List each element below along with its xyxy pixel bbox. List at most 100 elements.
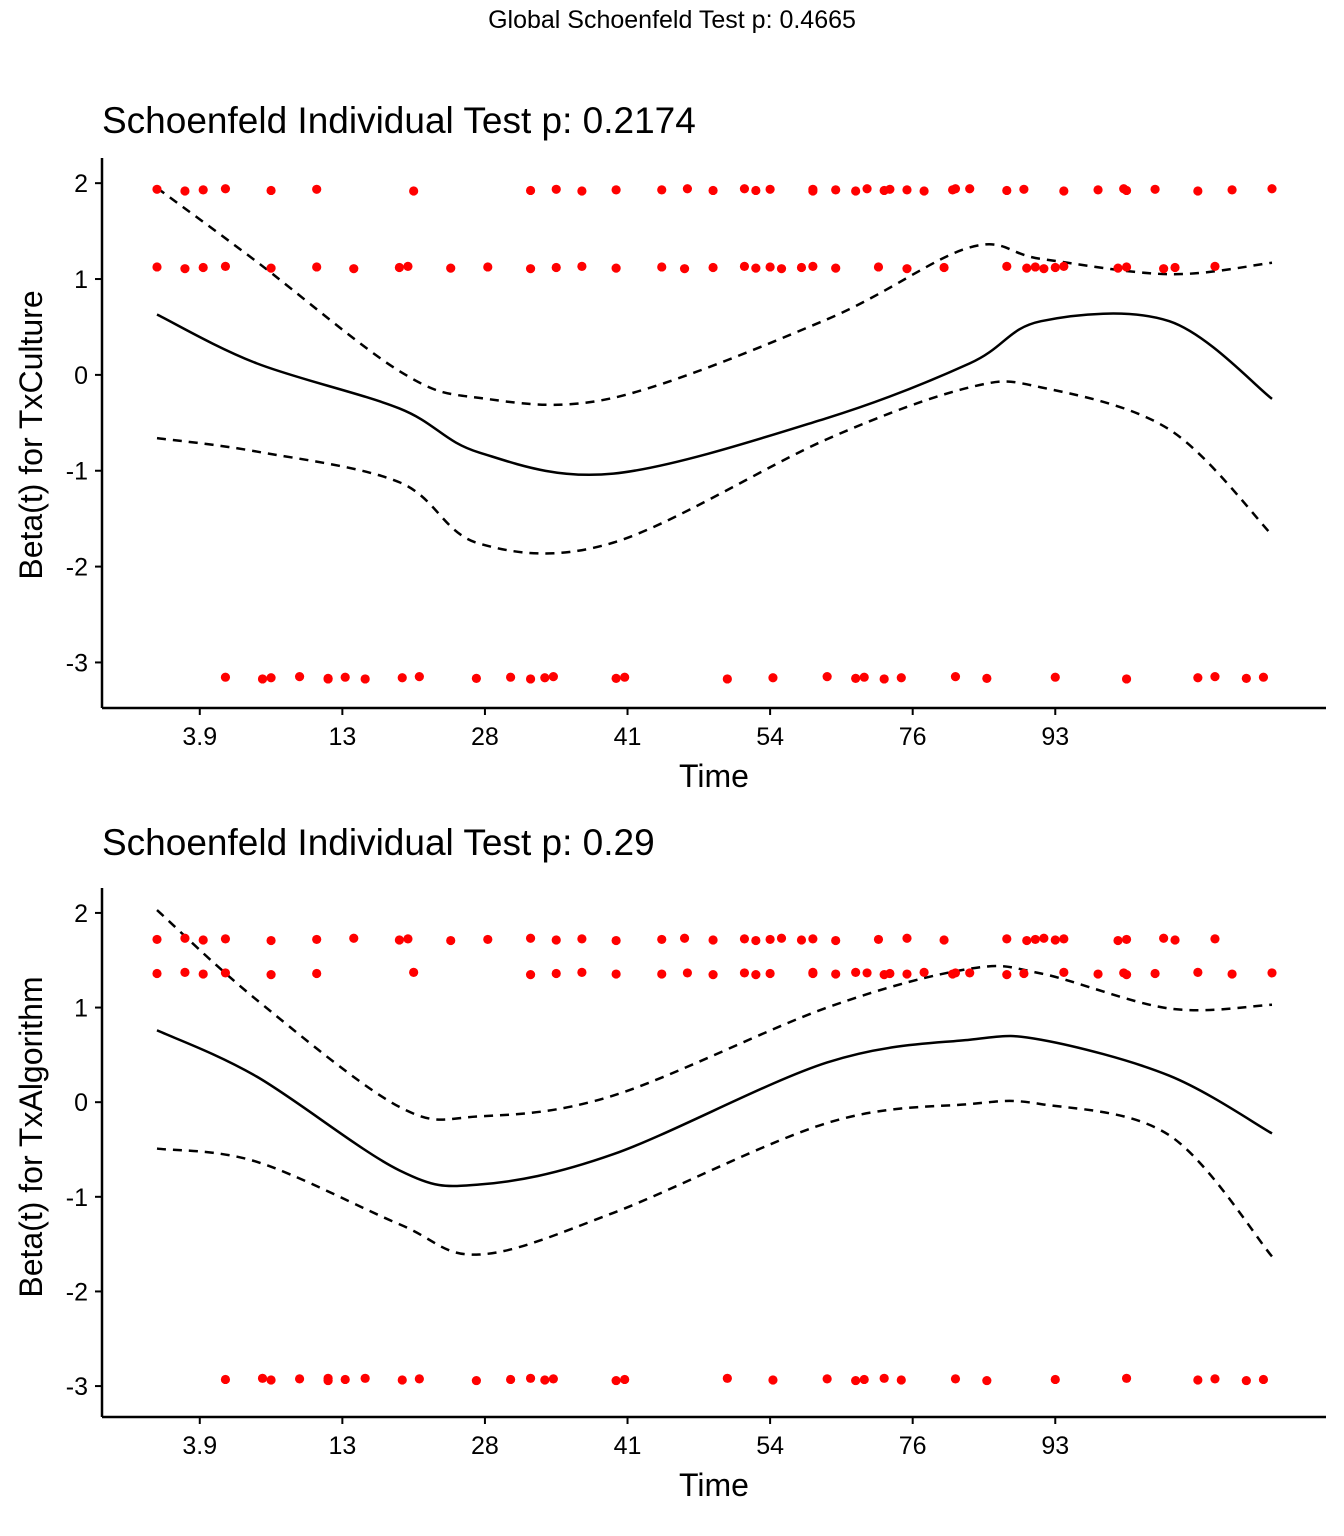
y-tick-label: 2 bbox=[74, 170, 88, 198]
upper-ci-line bbox=[156, 186, 1273, 407]
y-tick-label: -1 bbox=[66, 458, 88, 486]
x-tick-label: 76 bbox=[899, 1432, 927, 1460]
y-tick-label: -1 bbox=[66, 1184, 88, 1212]
residual-point bbox=[551, 184, 561, 194]
residual-point bbox=[1210, 672, 1220, 682]
residual-point bbox=[851, 1375, 861, 1386]
x-tick-label: 41 bbox=[614, 723, 642, 751]
residual-point bbox=[1059, 934, 1069, 944]
residual-point bbox=[879, 1373, 889, 1383]
residual-point bbox=[1241, 673, 1251, 683]
residual-point bbox=[1030, 934, 1040, 945]
residual-point bbox=[1159, 933, 1169, 943]
residual-point bbox=[751, 185, 761, 196]
residual-point bbox=[808, 968, 818, 979]
y-tick-label: 0 bbox=[74, 362, 88, 390]
residual-point bbox=[965, 184, 975, 194]
residual-point bbox=[220, 968, 231, 978]
residual-point bbox=[1002, 261, 1012, 271]
residual-point bbox=[896, 1375, 906, 1385]
residual-point bbox=[902, 969, 912, 979]
residual-point bbox=[831, 935, 841, 946]
residual-point bbox=[198, 969, 208, 979]
residual-point bbox=[312, 968, 322, 979]
x-tick-label: 28 bbox=[471, 723, 499, 751]
residual-point bbox=[152, 934, 162, 945]
residual-point bbox=[152, 184, 162, 194]
residual-point bbox=[180, 264, 190, 274]
residual-point bbox=[939, 262, 949, 273]
residual-point bbox=[257, 1373, 268, 1383]
residual-point bbox=[851, 673, 861, 683]
residual-point bbox=[808, 934, 818, 944]
residual-point bbox=[796, 262, 807, 273]
residual-point bbox=[294, 672, 305, 682]
residual-point bbox=[360, 1373, 370, 1383]
residual-point bbox=[483, 262, 493, 272]
residual-point bbox=[152, 262, 162, 272]
x-axis-title: Time bbox=[679, 758, 749, 794]
residual-point bbox=[525, 970, 536, 980]
residual-point bbox=[851, 967, 861, 977]
residual-point bbox=[982, 1375, 992, 1386]
residual-point bbox=[525, 264, 536, 274]
residual-point bbox=[739, 968, 750, 978]
residual-point bbox=[768, 673, 778, 683]
residual-point bbox=[525, 933, 536, 943]
residual-point bbox=[294, 1374, 305, 1384]
residual-point bbox=[768, 1375, 778, 1385]
residual-point bbox=[796, 935, 807, 945]
residual-point bbox=[776, 933, 787, 943]
residual-point bbox=[1170, 262, 1180, 273]
residual-point bbox=[1019, 184, 1029, 194]
residual-point bbox=[708, 185, 718, 196]
x-tick-label: 54 bbox=[756, 723, 784, 751]
y-axis-title: Beta(t) for TxCulture bbox=[13, 290, 49, 579]
residual-point bbox=[1022, 935, 1032, 946]
residual-point bbox=[611, 263, 621, 273]
panel-title: Schoenfeld Individual Test p: 0.29 bbox=[102, 822, 655, 863]
residual-point bbox=[1002, 970, 1012, 980]
residual-point bbox=[1121, 1373, 1132, 1383]
residual-point bbox=[312, 262, 322, 272]
residual-point bbox=[525, 674, 536, 684]
x-tick-label: 3.9 bbox=[182, 723, 217, 751]
x-tick-label: 93 bbox=[1041, 723, 1069, 751]
residual-point bbox=[220, 934, 231, 944]
residual-point bbox=[257, 674, 268, 684]
residual-point bbox=[1258, 1374, 1269, 1385]
residual-point bbox=[577, 186, 587, 196]
residual-point bbox=[751, 935, 761, 946]
fit-line bbox=[156, 1029, 1273, 1188]
residual-point bbox=[198, 185, 208, 195]
residual-point bbox=[1050, 1374, 1060, 1385]
panel-txalgorithm: Schoenfeld Individual Test p: 0.29 2 1 0 -1… bbox=[0, 800, 1344, 1536]
residual-point bbox=[982, 673, 992, 683]
residual-point bbox=[739, 184, 750, 194]
residual-point bbox=[682, 184, 693, 194]
residual-point bbox=[551, 935, 561, 945]
residual-point bbox=[751, 263, 761, 273]
residual-point bbox=[220, 184, 231, 194]
x-tick-label: 13 bbox=[328, 723, 356, 751]
residual-point bbox=[885, 968, 895, 979]
residual-point bbox=[220, 672, 231, 682]
residual-point bbox=[939, 935, 949, 945]
residual-point bbox=[1170, 935, 1180, 945]
residual-point bbox=[220, 261, 231, 271]
residual-point bbox=[551, 262, 561, 273]
residual-point bbox=[722, 674, 732, 684]
residual-point bbox=[1050, 935, 1060, 945]
residual-point bbox=[1267, 184, 1277, 194]
residual-point bbox=[873, 934, 884, 945]
residual-point bbox=[323, 674, 333, 684]
residual-point bbox=[765, 262, 775, 272]
residual-point bbox=[1002, 185, 1012, 196]
residual-point bbox=[1050, 672, 1060, 682]
x-tick-label: 76 bbox=[899, 723, 927, 751]
residual-point bbox=[471, 1375, 481, 1386]
residual-point bbox=[540, 673, 550, 683]
residual-point bbox=[611, 1375, 621, 1386]
residual-point bbox=[965, 968, 975, 978]
residual-point bbox=[1022, 263, 1032, 273]
